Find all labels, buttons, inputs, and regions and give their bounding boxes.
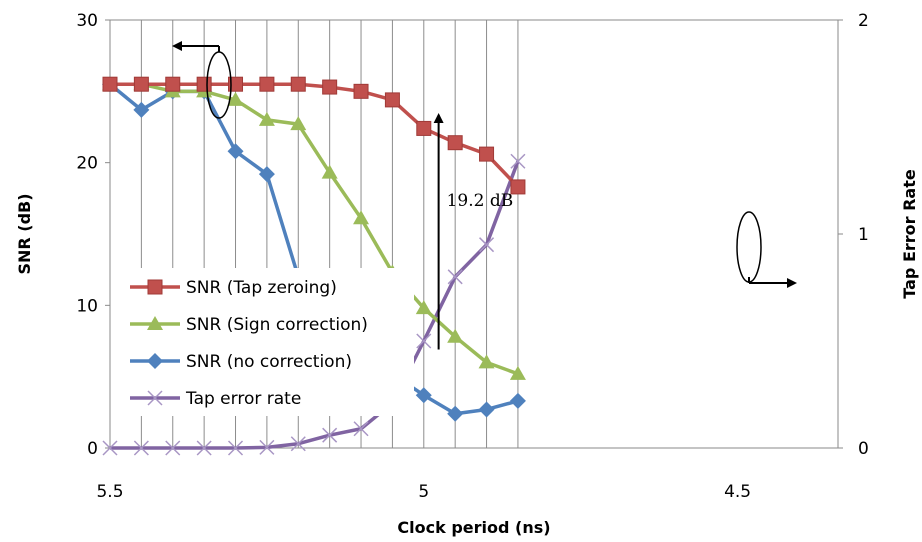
legend-label: SNR (Tap zeroing) (186, 278, 337, 298)
x-tick-label: 5 (418, 482, 429, 502)
data-point (166, 77, 180, 91)
legend: SNR (Tap zeroing) SNR (Sign correction) SN… (124, 268, 414, 416)
right-axis-ticks: 0 1 2 (838, 11, 869, 459)
data-point (197, 77, 211, 91)
y-tick-label: 10 (76, 296, 98, 316)
data-point (480, 147, 494, 161)
data-point (417, 121, 431, 135)
data-point (134, 77, 148, 91)
x-axis-ticks: 5.5 5 4.5 (96, 482, 751, 502)
y-tick-label: 20 (76, 154, 98, 174)
data-point (510, 393, 526, 409)
x-tick-label: 4.5 (724, 482, 751, 502)
data-point (447, 406, 463, 422)
data-point (323, 80, 337, 94)
y-axis-title: SNR (dB) (15, 193, 34, 274)
data-point (354, 84, 368, 98)
y2-tick-label: 2 (858, 11, 869, 31)
data-point (260, 77, 274, 91)
data-point (479, 401, 495, 417)
data-point (448, 136, 462, 150)
annotation-label: 19.2 dB (447, 191, 514, 211)
y-tick-label: 0 (87, 439, 98, 459)
data-point (103, 77, 117, 91)
y-tick-label: 30 (76, 11, 98, 31)
x-axis-title: Clock period (ns) (397, 518, 550, 537)
legend-swatch-marker (148, 280, 162, 294)
y2-axis-title: Tap Error Rate (900, 169, 919, 299)
x-tick-label: 5.5 (96, 482, 123, 502)
legend-label: SNR (no correction) (186, 352, 352, 372)
y2-tick-label: 0 (858, 439, 869, 459)
legend-label: SNR (Sign correction) (186, 315, 368, 335)
right-axis-callout-ellipse (737, 212, 761, 282)
y2-tick-label: 1 (858, 225, 869, 245)
data-point (385, 93, 399, 107)
legend-label: Tap error rate (185, 389, 301, 409)
data-point (291, 77, 305, 91)
